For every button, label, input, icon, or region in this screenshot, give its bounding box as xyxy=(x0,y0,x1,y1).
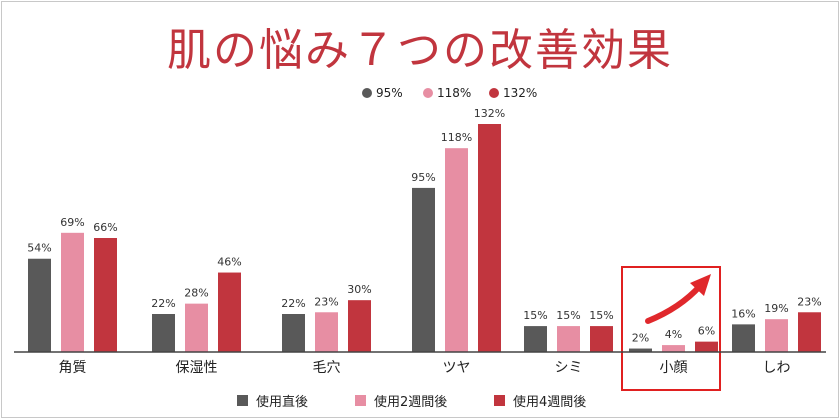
data-label-2-2: 30% xyxy=(347,283,371,296)
legend-label-1: 使用2週間後 xyxy=(374,394,447,410)
category-label-5: 小顔 xyxy=(660,360,688,376)
bar-5-0 xyxy=(629,348,652,352)
bar-5-1 xyxy=(662,345,685,352)
bar-2-0 xyxy=(282,314,305,352)
top-legend-label-2: 132% xyxy=(503,86,537,100)
data-label-3-0: 95% xyxy=(411,171,435,184)
category-label-0: 角質 xyxy=(59,360,87,376)
data-label-3-2: 132% xyxy=(474,107,505,120)
bar-0-0 xyxy=(28,258,51,352)
bar-2-1 xyxy=(315,312,338,352)
legend-swatch-1 xyxy=(355,395,366,406)
bar-6-1 xyxy=(765,319,788,352)
data-label-0-0: 54% xyxy=(27,242,51,255)
bar-0-2 xyxy=(94,238,117,352)
legend-swatch-0 xyxy=(237,395,248,406)
data-label-2-1: 23% xyxy=(314,295,338,308)
up-right-arrow-icon xyxy=(645,283,703,324)
data-label-4-1: 15% xyxy=(556,309,580,322)
data-label-6-1: 19% xyxy=(764,302,788,315)
bar-1-1 xyxy=(185,303,208,352)
top-legend-label-0: 95% xyxy=(376,86,403,100)
up-right-arrow-head-icon xyxy=(690,274,711,296)
data-label-0-2: 66% xyxy=(93,221,117,234)
data-label-6-0: 16% xyxy=(731,307,755,320)
highlight-box xyxy=(621,266,721,391)
top-legend-marker-1 xyxy=(423,88,433,98)
bar-2-2 xyxy=(348,300,371,352)
legend-label-0: 使用直後 xyxy=(256,394,308,410)
legend-swatch-2 xyxy=(494,395,505,406)
top-legend-marker-2 xyxy=(489,88,499,98)
legend-label-2: 使用4週間後 xyxy=(513,394,586,410)
bar-3-2 xyxy=(478,124,501,352)
data-label-1-2: 46% xyxy=(217,256,241,269)
data-label-5-2: 6% xyxy=(698,325,715,338)
category-label-2: 毛穴 xyxy=(313,360,341,376)
bar-1-0 xyxy=(152,314,175,352)
bar-3-0 xyxy=(412,187,435,352)
top-legend-marker-0 xyxy=(362,88,372,98)
data-label-5-0: 2% xyxy=(632,332,649,345)
bar-5-2 xyxy=(695,341,718,352)
category-label-1: 保湿性 xyxy=(176,360,218,376)
bar-6-0 xyxy=(732,324,755,352)
bar-4-2 xyxy=(590,326,613,352)
data-label-5-1: 4% xyxy=(665,328,682,341)
data-label-6-2: 23% xyxy=(797,295,821,308)
bar-1-2 xyxy=(218,272,241,352)
category-label-4: シミ xyxy=(555,360,583,376)
category-label-3: ツヤ xyxy=(443,360,471,376)
bar-4-1 xyxy=(557,326,580,352)
bar-4-0 xyxy=(524,326,547,352)
bar-6-2 xyxy=(798,312,821,352)
data-label-1-1: 28% xyxy=(184,287,208,300)
data-label-4-2: 15% xyxy=(589,309,613,322)
top-legend-label-1: 118% xyxy=(437,86,471,100)
data-label-0-1: 69% xyxy=(60,216,84,229)
data-label-2-0: 22% xyxy=(281,297,305,310)
data-label-1-0: 22% xyxy=(151,297,175,310)
data-label-4-0: 15% xyxy=(523,309,547,322)
chart-title: 肌の悩み７つの改善効果 xyxy=(167,25,673,76)
category-label-6: しわ xyxy=(763,360,791,376)
data-label-3-1: 118% xyxy=(441,131,472,144)
bar-0-1 xyxy=(61,232,84,352)
bar-3-1 xyxy=(445,148,468,352)
